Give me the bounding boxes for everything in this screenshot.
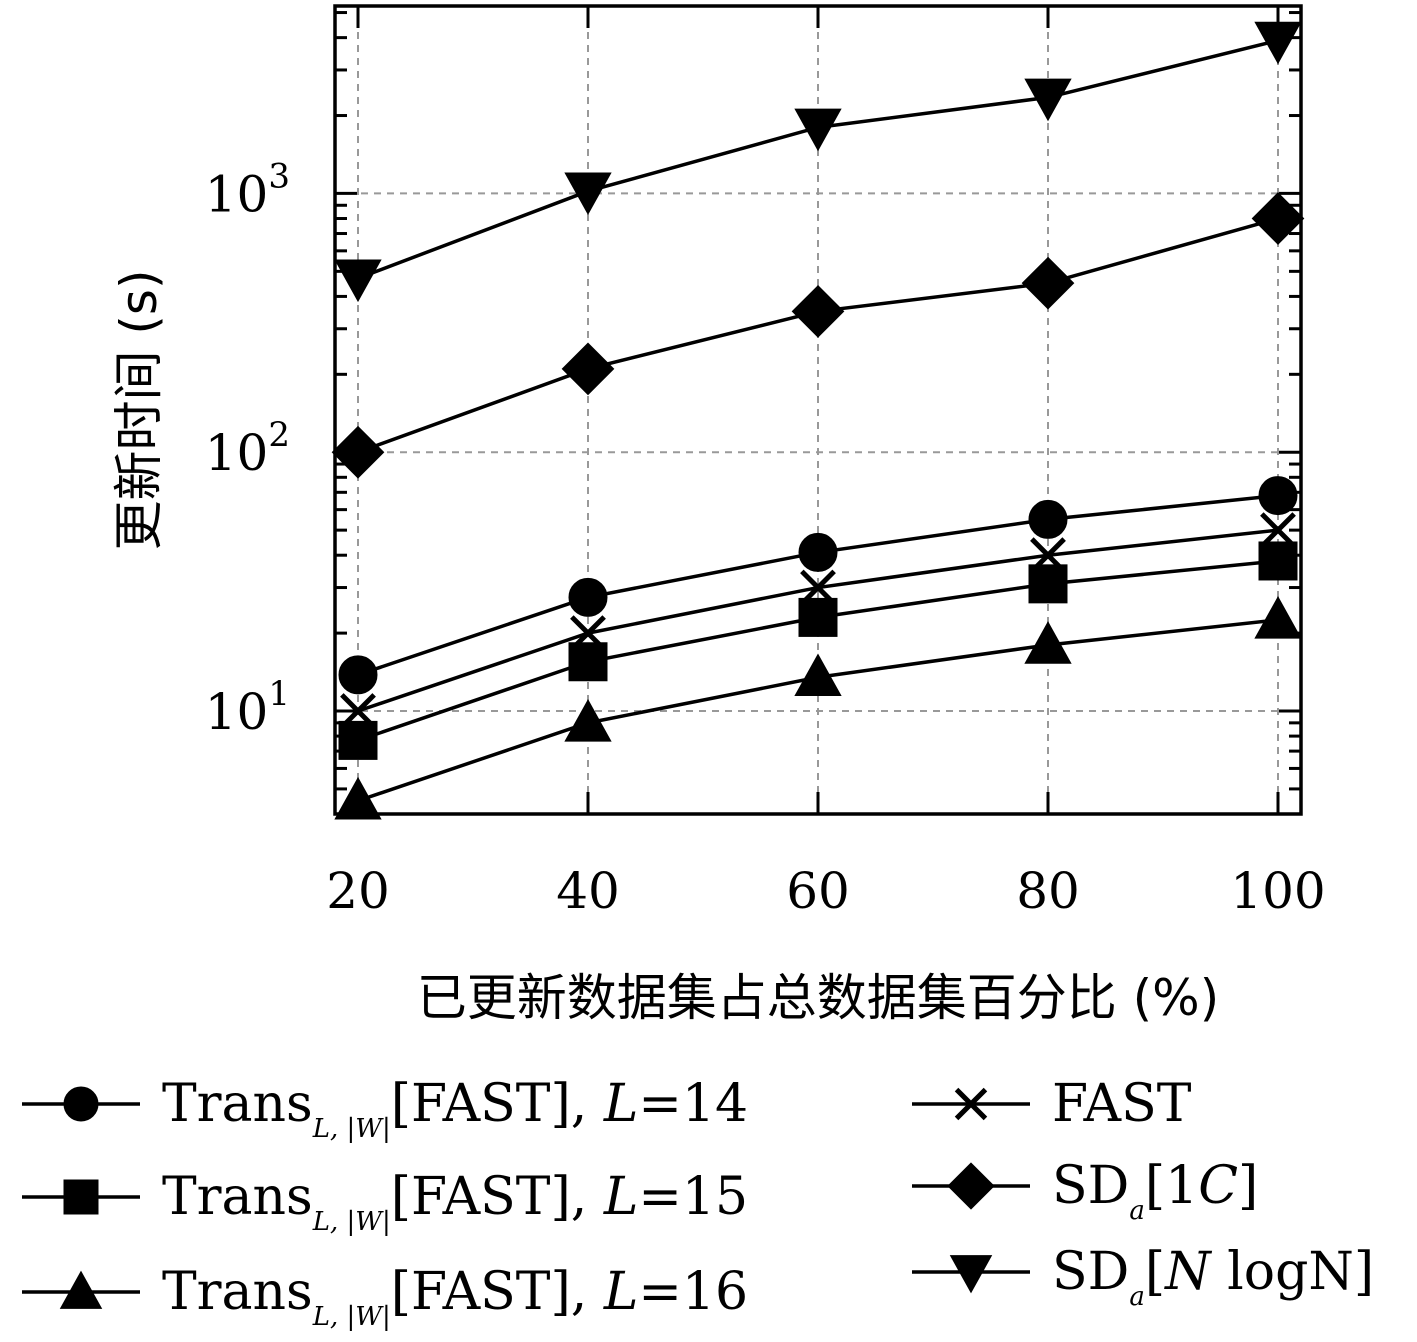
legend: TransL, |W|[FAST], L=14 TransL, |W|[FAST]… bbox=[22, 1074, 1374, 1332]
data-point bbox=[798, 597, 838, 637]
y-tick-label: 102 bbox=[205, 415, 290, 482]
data-point bbox=[1258, 476, 1298, 516]
legend-label: TransL, |W|[FAST], L=15 bbox=[162, 1167, 748, 1237]
data-point bbox=[564, 172, 612, 216]
legend-marker bbox=[63, 1179, 99, 1215]
series-fast bbox=[340, 512, 1296, 729]
axis-ticks bbox=[335, 6, 1301, 816]
x-tick-label: 40 bbox=[556, 862, 620, 920]
x-axis-label: 已更新数据集占总数据集百分比 (%) bbox=[417, 969, 1219, 1027]
marker-stroke bbox=[1030, 537, 1066, 574]
x-tick-label: 100 bbox=[1230, 862, 1325, 920]
legend-marker bbox=[954, 1087, 988, 1121]
data-point bbox=[798, 532, 838, 572]
legend-marker bbox=[947, 1162, 995, 1210]
marker-stroke bbox=[570, 615, 606, 652]
grid-lines bbox=[335, 6, 1301, 814]
data-point bbox=[568, 577, 608, 617]
legend-marker bbox=[949, 1255, 993, 1294]
data-point bbox=[338, 720, 378, 760]
y-tick-label: 101 bbox=[205, 674, 290, 741]
y-tick-label: 103 bbox=[205, 156, 290, 223]
data-point bbox=[1028, 499, 1068, 539]
x-tick-label: 60 bbox=[786, 862, 850, 920]
data-point bbox=[794, 653, 842, 697]
data-point bbox=[1021, 256, 1075, 310]
marker-stroke bbox=[800, 569, 836, 606]
data-point bbox=[1030, 537, 1066, 574]
x-tick-labels: 20 40 60 80 100 bbox=[326, 862, 1326, 920]
legend-entry-fast: FAST bbox=[912, 1074, 1192, 1134]
series-sd-nlogn bbox=[334, 21, 1302, 303]
data-point bbox=[564, 699, 612, 742]
data-point bbox=[791, 285, 845, 338]
legend-label: TransL, |W|[FAST], L=14 bbox=[162, 1074, 748, 1144]
legend-marker bbox=[63, 1086, 99, 1122]
series-trans-l14 bbox=[338, 476, 1298, 695]
x-tick-label: 80 bbox=[1016, 862, 1080, 920]
data-point bbox=[331, 425, 385, 479]
data-point bbox=[570, 615, 606, 652]
legend-entry-trans-l15: TransL, |W|[FAST], L=15 bbox=[22, 1167, 748, 1237]
y-tick-labels: 101 102 103 bbox=[205, 156, 290, 741]
data-point bbox=[1024, 78, 1072, 122]
legend-label: TransL, |W|[FAST], L=16 bbox=[162, 1262, 748, 1332]
data-point bbox=[1024, 621, 1072, 664]
data-point bbox=[794, 108, 842, 152]
plot-series bbox=[331, 21, 1305, 820]
legend-entry-sd-1c: SDa[1C] bbox=[912, 1156, 1258, 1226]
data-point bbox=[1260, 512, 1296, 549]
legend-entry-trans-l14: TransL, |W|[FAST], L=14 bbox=[22, 1074, 748, 1144]
x-tick-label: 20 bbox=[326, 862, 390, 920]
legend-label: FAST bbox=[1052, 1074, 1192, 1134]
legend-entry-sd-nlogn: SDa[N logN] bbox=[912, 1242, 1374, 1312]
y-axis-label: 更新时间 (s) bbox=[110, 270, 168, 551]
data-point bbox=[800, 569, 836, 606]
data-point bbox=[1254, 596, 1302, 639]
data-point bbox=[340, 693, 376, 729]
legend-entry-trans-l16: TransL, |W|[FAST], L=16 bbox=[22, 1262, 748, 1332]
legend-marker bbox=[59, 1270, 103, 1309]
marker-stroke bbox=[340, 693, 376, 729]
marker-stroke bbox=[954, 1087, 988, 1121]
legend-label: SDa[N logN] bbox=[1052, 1242, 1374, 1312]
data-point bbox=[561, 342, 615, 396]
data-point bbox=[338, 655, 378, 695]
legend-label: SDa[1C] bbox=[1052, 1156, 1258, 1226]
data-point bbox=[1258, 541, 1298, 581]
marker-stroke bbox=[1260, 512, 1296, 549]
